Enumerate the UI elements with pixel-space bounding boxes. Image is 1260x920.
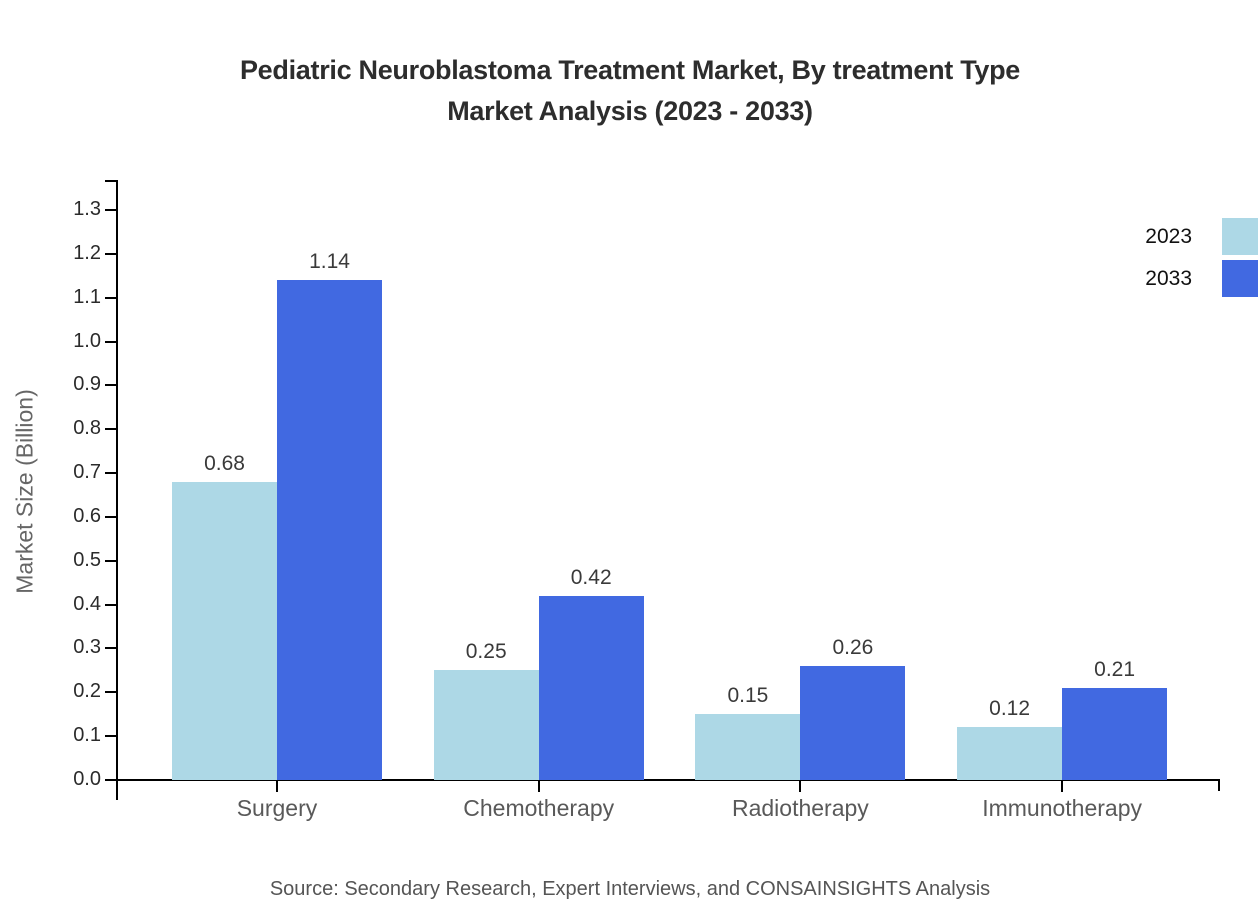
y-tick-label: 0.2 (73, 680, 101, 703)
y-tick-label: 0.7 (73, 461, 101, 484)
y-tick-label: 1.2 (73, 241, 101, 264)
y-tick-mark (105, 647, 117, 650)
x-tick-mark (276, 780, 278, 792)
y-tick-mark (105, 252, 117, 255)
bar-value-2033-chemotherapy: 0.42 (570, 565, 612, 589)
bar-value-2023-immunotherapy: 0.12 (989, 697, 1031, 721)
legend-item-2023: 2023 (1145, 218, 1258, 255)
y-tick-mark (105, 515, 117, 518)
bar-2023-surgery (172, 481, 277, 780)
legend: 2023 2033 (1145, 218, 1258, 297)
y-tick-mark (105, 384, 117, 387)
y-tick-mark (105, 296, 117, 299)
bar-value-2023-radiotherapy: 0.15 (727, 684, 769, 708)
category-label-immunotherapy: Immunotherapy (982, 795, 1142, 821)
bar-2033-chemotherapy (538, 595, 644, 780)
x-axis-line (115, 779, 1220, 781)
bar-2023-chemotherapy (433, 670, 539, 780)
y-tick-mark (105, 691, 117, 694)
y-axis-line (116, 180, 118, 800)
y-tick-label: 0.3 (73, 636, 101, 659)
bar-value-2033-immunotherapy: 0.21 (1094, 657, 1136, 681)
bar-2033-radiotherapy (800, 666, 906, 780)
y-tick-label: 0.0 (73, 768, 101, 790)
bar-value-2023-surgery: 0.68 (204, 451, 245, 475)
y-tick-mark (105, 209, 117, 211)
category-label-radiotherapy: Radiotherapy (731, 795, 869, 821)
bar-2023-radiotherapy (695, 714, 801, 780)
y-tick-label: 0.4 (73, 592, 101, 615)
y-tick-label: 0.9 (73, 373, 101, 396)
x-tick-mark (799, 780, 802, 792)
y-tick-mark (105, 340, 117, 343)
y-axis-end-cap (105, 180, 117, 182)
y-tick-mark (105, 472, 117, 475)
y-tick-mark (105, 603, 117, 606)
x-tick-mark (537, 780, 540, 792)
y-tick-label: 0.8 (73, 417, 101, 440)
source-note: Source: Secondary Research, Expert Inter… (269, 878, 991, 900)
chart-title-line1: Pediatric Neuroblastoma Treatment Market… (239, 55, 1021, 85)
y-axis-title: Market Size (Billion) (11, 389, 38, 594)
y-tick-label: 1.0 (73, 329, 101, 352)
y-tick-mark (105, 559, 117, 562)
legend-item-2033: 2033 (1145, 260, 1258, 297)
bar-2033-surgery (277, 280, 382, 780)
y-tick-label: 0.5 (73, 548, 101, 571)
y-tick-mark (105, 428, 117, 431)
category-label-chemotherapy: Chemotherapy (463, 795, 615, 821)
chart-title: Pediatric Neuroblastoma Treatment Market… (0, 50, 1260, 132)
category-label-surgery: Surgery (236, 795, 318, 821)
bar-2033-immunotherapy (1062, 687, 1168, 780)
bar-value-2033-surgery: 1.14 (309, 250, 350, 274)
y-tick-mark (105, 735, 117, 738)
bar-value-2023-chemotherapy: 0.25 (465, 640, 507, 664)
legend-label-2023: 2023 (1145, 224, 1192, 248)
y-tick-label: 1.3 (73, 198, 101, 220)
y-tick-mark (105, 779, 117, 781)
y-tick-label: 0.6 (73, 504, 101, 527)
legend-swatch-2033 (1222, 260, 1258, 297)
y-tick-label: 1.1 (73, 285, 101, 308)
legend-label-2033: 2033 (1145, 266, 1192, 290)
x-axis-end-cap (1218, 779, 1220, 791)
bar-2023-immunotherapy (957, 727, 1063, 780)
bar-value-2033-radiotherapy: 0.26 (832, 636, 874, 659)
legend-swatch-2023 (1222, 218, 1258, 255)
chart-title-line2: Market Analysis (2023 - 2033) (447, 96, 813, 126)
x-tick-mark (1061, 780, 1064, 792)
y-tick-label: 0.1 (73, 724, 101, 747)
